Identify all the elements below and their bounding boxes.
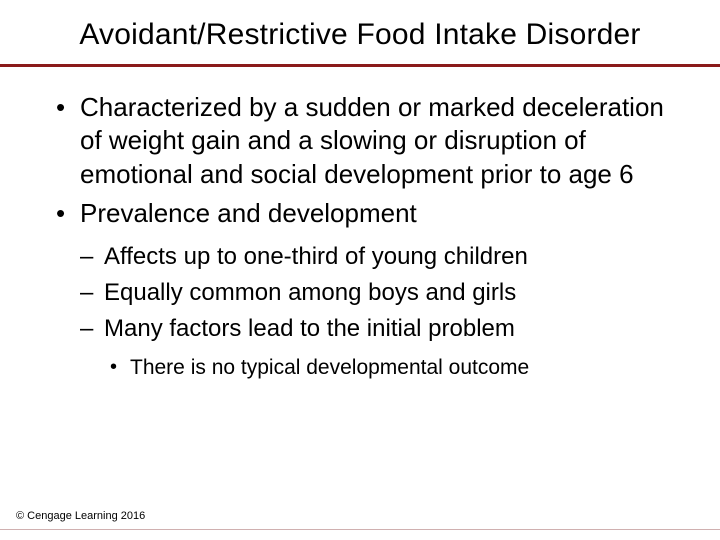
bottom-rule <box>0 529 720 530</box>
copyright-text: © Cengage Learning 2016 <box>16 510 145 522</box>
sub-sub-bullet-item: There is no typical developmental outcom… <box>110 354 680 382</box>
bullet-list: Characterized by a sudden or marked dece… <box>56 91 680 383</box>
slide: Avoidant/Restrictive Food Intake Disorde… <box>0 0 720 540</box>
title-rule <box>0 64 720 67</box>
sub-bullet-item: Affects up to one-third of young childre… <box>80 240 680 274</box>
bullet-item: Prevalence and development Affects up to… <box>56 197 680 383</box>
bullet-item: Characterized by a sudden or marked dece… <box>56 91 680 191</box>
bullet-text: Prevalence and development <box>80 198 417 228</box>
slide-title: Avoidant/Restrictive Food Intake Disorde… <box>30 18 690 52</box>
sub-bullet-item: Many factors lead to the initial problem… <box>80 312 680 382</box>
sub-sub-bullet-list: There is no typical developmental outcom… <box>110 354 680 382</box>
content-block: Characterized by a sudden or marked dece… <box>30 91 690 383</box>
sub-bullet-list: Affects up to one-third of young childre… <box>80 240 680 383</box>
sub-bullet-item: Equally common among boys and girls <box>80 276 680 310</box>
sub-bullet-text: Many factors lead to the initial problem <box>104 315 515 342</box>
